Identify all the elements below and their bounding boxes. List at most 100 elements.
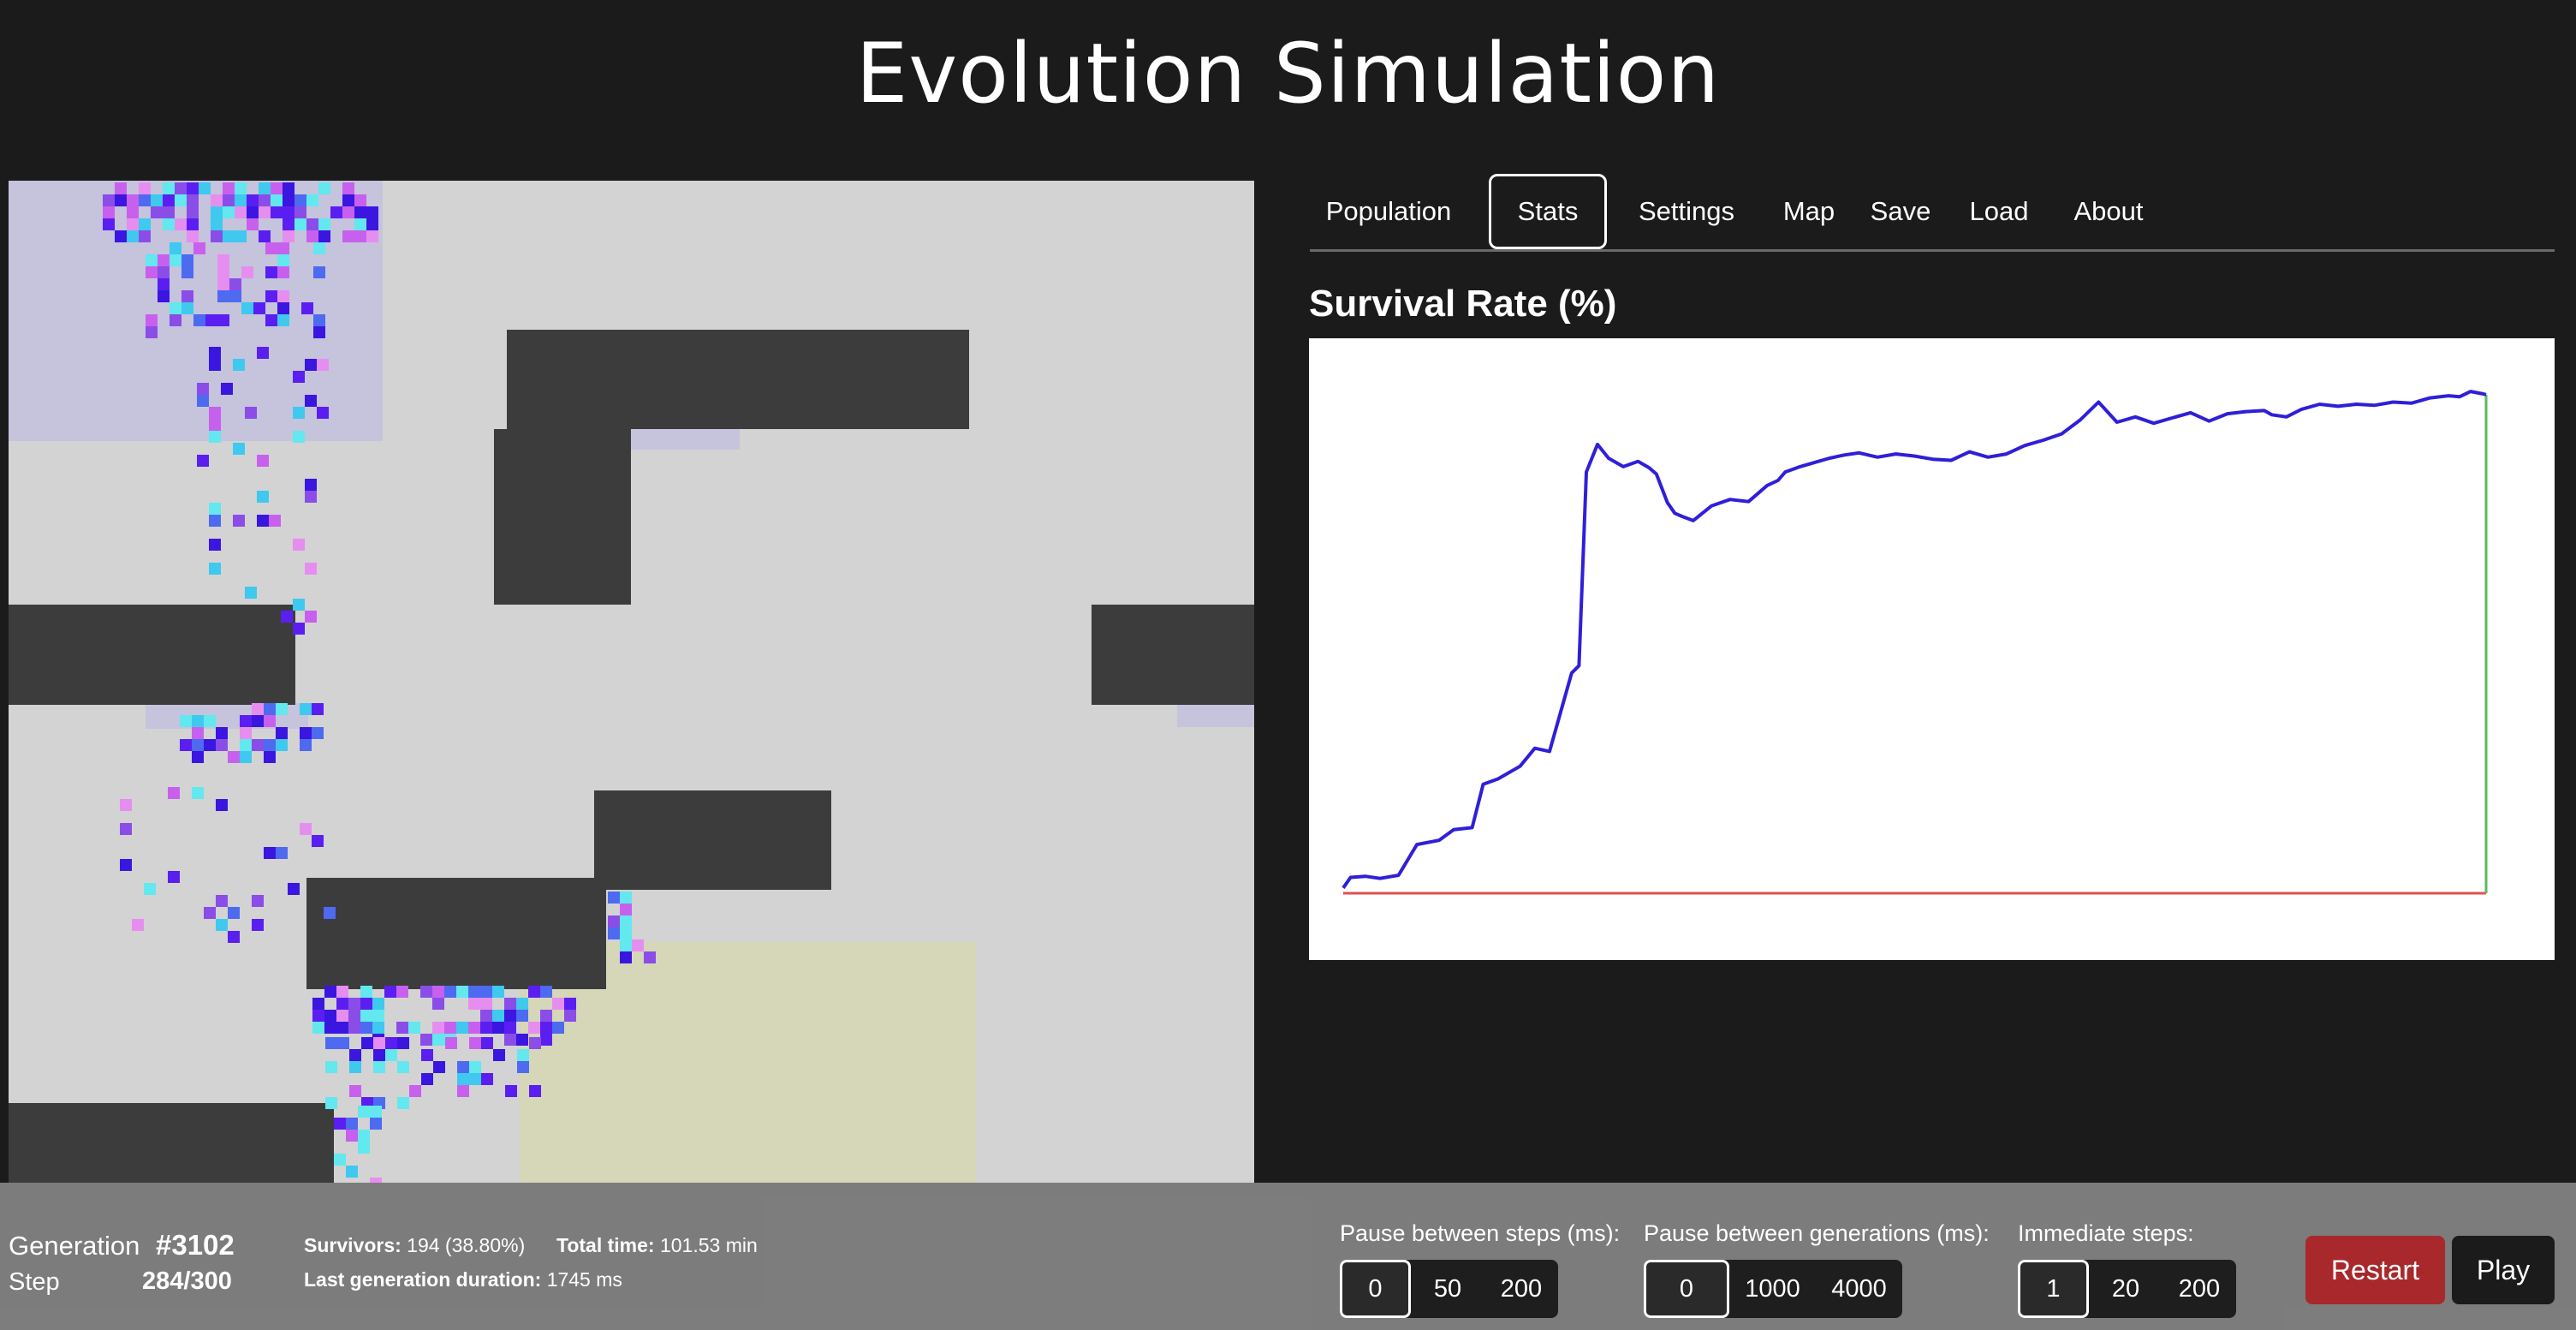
creature (385, 1049, 397, 1061)
creature (305, 563, 317, 575)
pause-steps-option[interactable]: 0 (1340, 1260, 1411, 1318)
creature (264, 715, 276, 727)
creature (277, 314, 289, 326)
creature (318, 230, 330, 242)
creature (158, 266, 170, 278)
creature (481, 1037, 493, 1049)
creature (421, 1073, 433, 1085)
creature (259, 230, 271, 242)
creature (211, 218, 223, 230)
creature (456, 986, 468, 998)
creature (103, 206, 115, 218)
wall (494, 429, 631, 605)
creature (216, 895, 228, 907)
creature (217, 314, 229, 326)
tab-load[interactable]: Load (1969, 196, 2029, 226)
creature (245, 407, 257, 419)
creature (265, 242, 277, 254)
creature (193, 314, 205, 326)
creature (313, 326, 325, 338)
creature (259, 182, 271, 194)
creature (342, 182, 354, 194)
creature (342, 230, 354, 242)
immediate-steps-option[interactable]: 20 (2111, 1274, 2140, 1303)
creature (252, 739, 264, 751)
creature (358, 1142, 370, 1154)
simulation-world[interactable] (9, 181, 1254, 1183)
tab-about[interactable]: About (2073, 196, 2144, 226)
creature (235, 230, 247, 242)
creature (300, 739, 312, 751)
creature (192, 727, 204, 739)
creature (358, 1130, 370, 1142)
creature (187, 194, 199, 206)
tab-stats[interactable]: Stats (1489, 174, 1607, 249)
creature (235, 206, 247, 218)
tab-save[interactable]: Save (1870, 196, 1931, 226)
creature (397, 1061, 409, 1073)
creature (245, 587, 257, 599)
creature (312, 998, 324, 1010)
creature (288, 883, 300, 895)
creature (370, 1118, 382, 1130)
creature (204, 907, 216, 919)
play-button[interactable]: Play (2452, 1236, 2555, 1304)
page-title: Evolution Simulation (855, 26, 1721, 122)
wall (594, 790, 831, 890)
creature (325, 1097, 337, 1109)
creature (217, 266, 229, 278)
tab-population[interactable]: Population (1325, 196, 1452, 226)
creature (529, 1037, 541, 1049)
pause-steps-option[interactable]: 200 (1500, 1274, 1543, 1303)
creature (324, 1022, 336, 1034)
creature (151, 206, 163, 218)
pause-generations-option[interactable]: 0 (1644, 1260, 1729, 1318)
creature (235, 194, 247, 206)
creature (264, 703, 276, 715)
pause-steps-option[interactable]: 50 (1433, 1274, 1462, 1303)
creature (336, 998, 348, 1010)
last-gen-value: 1745 ms (546, 1268, 622, 1291)
creature (217, 278, 229, 290)
creature (469, 1061, 481, 1073)
chart-svg (1342, 390, 2488, 895)
creature (325, 1037, 337, 1049)
creature (216, 919, 228, 931)
immediate-steps-option[interactable]: 200 (2178, 1274, 2221, 1303)
creature (480, 998, 492, 1010)
creature (632, 939, 644, 951)
creature (294, 194, 306, 206)
creature (528, 1022, 540, 1034)
creature (354, 194, 366, 206)
tab-settings[interactable]: Settings (1638, 196, 1734, 226)
creature (276, 847, 288, 859)
creature (223, 194, 235, 206)
creature (180, 715, 192, 727)
creature (146, 254, 158, 266)
creature (197, 455, 209, 467)
restart-button[interactable]: Restart (2305, 1236, 2445, 1304)
pause-generations-option[interactable]: 4000 (1831, 1274, 1887, 1303)
creature (370, 1106, 382, 1118)
tab-map[interactable]: Map (1782, 196, 1835, 226)
creature (151, 194, 163, 206)
creature (252, 919, 264, 931)
creature (517, 1049, 529, 1061)
creature (620, 927, 632, 939)
pause-generations-option[interactable]: 1000 (1745, 1274, 1800, 1303)
creature (240, 715, 252, 727)
survivors-value: 194 (38.80%) (407, 1234, 526, 1256)
creature (620, 904, 632, 915)
creature (349, 1085, 361, 1097)
creature (397, 1097, 409, 1109)
creature (408, 1022, 420, 1034)
immediate-steps-option[interactable]: 1 (2018, 1260, 2089, 1318)
creature (358, 1106, 370, 1118)
creature (283, 182, 294, 194)
creature (192, 751, 204, 763)
creature (146, 326, 158, 338)
creature (456, 1022, 468, 1034)
creature (257, 515, 269, 527)
creature (247, 206, 259, 218)
survival-rate-series-line (1342, 390, 2487, 889)
